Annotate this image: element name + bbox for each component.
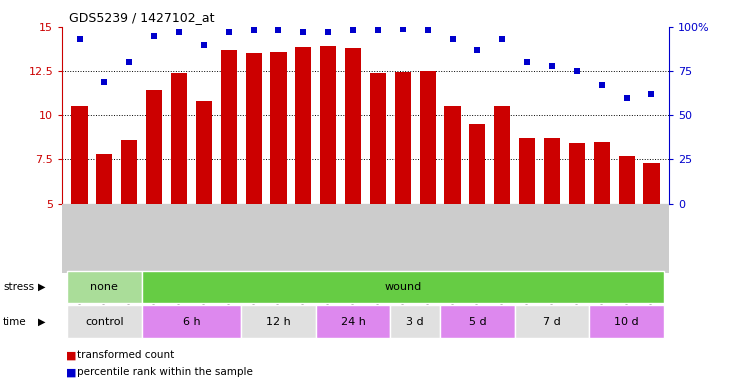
Point [397, 26, 409, 32]
Text: 6 h: 6 h [183, 316, 200, 327]
Point [298, 29, 309, 35]
Point [621, 94, 632, 101]
Point [471, 47, 483, 53]
Bar [121, 140, 137, 292]
Bar [420, 71, 436, 292]
Bar [569, 144, 585, 292]
Bar [320, 46, 336, 292]
Bar [589, 305, 664, 338]
Point [248, 27, 260, 33]
Bar [246, 53, 262, 292]
Text: transformed count: transformed count [77, 350, 174, 360]
Text: ■: ■ [66, 367, 76, 377]
Point [496, 36, 508, 42]
Point [372, 27, 384, 33]
Bar [241, 305, 316, 338]
Bar [316, 305, 390, 338]
Bar [544, 138, 560, 292]
Bar [594, 142, 610, 292]
Text: ▶: ▶ [38, 316, 45, 327]
Bar [395, 72, 411, 292]
Bar [142, 271, 664, 303]
Text: GDS5239 / 1427102_at: GDS5239 / 1427102_at [69, 12, 215, 25]
Bar [390, 305, 440, 338]
Bar [67, 305, 142, 338]
Point [422, 27, 433, 33]
Text: 12 h: 12 h [266, 316, 291, 327]
Point [148, 33, 160, 39]
Bar [196, 101, 212, 292]
Text: wound: wound [385, 282, 422, 292]
Point [198, 41, 210, 48]
Bar [142, 305, 241, 338]
Bar [444, 106, 461, 292]
Point [521, 59, 533, 65]
Bar [171, 73, 187, 292]
Text: none: none [91, 282, 118, 292]
Point [596, 82, 607, 88]
Text: ■: ■ [66, 350, 76, 360]
Text: 7 d: 7 d [543, 316, 561, 327]
Point [571, 68, 583, 74]
Bar [295, 47, 311, 292]
Bar [494, 106, 510, 292]
Bar [96, 154, 113, 292]
Bar [469, 124, 485, 292]
Point [447, 36, 458, 42]
Text: ▶: ▶ [38, 282, 45, 292]
Point [124, 59, 135, 65]
Bar [515, 305, 589, 338]
Bar [72, 106, 88, 292]
Bar [618, 156, 635, 292]
Text: percentile rank within the sample: percentile rank within the sample [77, 367, 253, 377]
Point [322, 29, 334, 35]
Text: 24 h: 24 h [341, 316, 366, 327]
Point [99, 79, 110, 85]
Point [347, 27, 359, 33]
Text: 3 d: 3 d [406, 316, 424, 327]
Point [273, 27, 284, 33]
Bar [221, 50, 237, 292]
Bar [345, 48, 361, 292]
Bar [270, 51, 287, 292]
Text: stress: stress [3, 282, 34, 292]
Point [223, 29, 235, 35]
Bar [440, 305, 515, 338]
Bar [146, 91, 162, 292]
Bar [519, 138, 535, 292]
Point [645, 91, 657, 97]
Text: 5 d: 5 d [469, 316, 486, 327]
Point [546, 63, 558, 69]
Point [74, 36, 86, 42]
Bar [67, 271, 142, 303]
Text: time: time [3, 316, 26, 327]
Text: 10 d: 10 d [614, 316, 639, 327]
Point [173, 29, 185, 35]
Bar [643, 163, 659, 292]
Text: control: control [85, 316, 124, 327]
Bar [370, 73, 386, 292]
